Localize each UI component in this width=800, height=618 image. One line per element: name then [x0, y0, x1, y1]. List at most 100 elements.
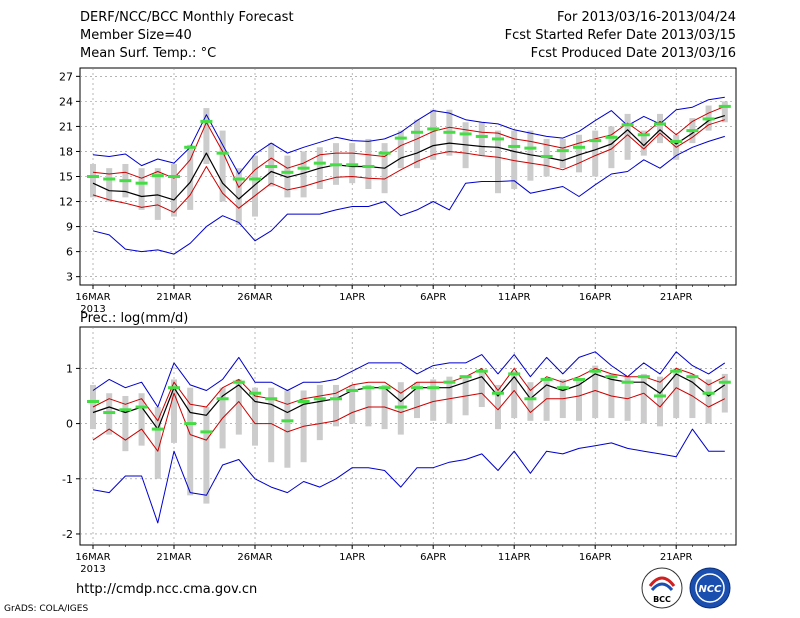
temp-series-q25-line: [92, 119, 725, 213]
temp-spread-bar: [592, 130, 599, 177]
prec-spread-bar: [122, 395, 129, 452]
temp-median-marker: [362, 164, 375, 168]
temp-spread-bar: [187, 144, 194, 210]
temp-median-marker: [443, 130, 456, 134]
ncc-logo-label: NCC: [698, 584, 722, 595]
temp-y-tick-label: 3: [66, 271, 73, 284]
temp-series-min-line: [92, 96, 725, 175]
prec-spread-bar: [268, 387, 275, 463]
prec-spread-bar: [430, 379, 437, 421]
forecast-title: DERF/NCC/BCC Monthly Forecast: [80, 10, 294, 25]
temp-y-tick-label: 27: [59, 70, 73, 83]
grads-credit: GrADS: COLA/IGES: [4, 604, 89, 614]
bcc-logo: BCC: [641, 567, 683, 609]
prec-y-tick-label: -2: [62, 528, 73, 541]
prec-median-marker: [459, 375, 472, 379]
temp-median-marker: [378, 151, 391, 155]
prec-median-marker: [492, 391, 504, 395]
temp-x-tick-label: 1APR: [339, 292, 365, 303]
prec-x-tick-label: 21APR: [660, 552, 693, 563]
temp-median-marker: [265, 164, 278, 168]
temp-y-tick-label: 24: [59, 95, 73, 108]
prec-series-mean-line: [92, 373, 726, 430]
prec-median-marker: [670, 369, 683, 373]
prec-median-marker: [637, 375, 650, 379]
prec-spread-bar: [252, 387, 258, 446]
temp-median-marker: [168, 175, 180, 178]
temp-median-marker: [492, 137, 504, 141]
prec-x-tick-label: 6APR: [420, 552, 446, 563]
prec-median-marker: [718, 380, 731, 384]
temp-y-tick-label: 9: [66, 221, 73, 234]
temp-spread-bar: [219, 130, 226, 202]
forecast-period: For 2013/03/16-2013/04/24: [557, 10, 736, 25]
prec-median-marker: [346, 388, 359, 392]
temp-spread-bar: [284, 155, 291, 198]
prec-spread-bar: [138, 393, 145, 446]
prec-x-tick-label: 16APR: [579, 552, 612, 563]
prec-median-marker: [475, 369, 488, 373]
temp-spread-bar: [397, 130, 404, 169]
temp-spread-bar: [608, 126, 615, 169]
prec-spread-bar: [171, 379, 177, 443]
bcc-logo-label: BCC: [653, 595, 671, 604]
temp-spread-bar: [365, 138, 372, 190]
prec-spread-bar: [349, 384, 356, 424]
prec-spread-bar: [673, 368, 680, 419]
prec-median-marker: [427, 386, 440, 390]
prec-median-marker: [297, 400, 310, 404]
ncc-logo: NCC: [689, 567, 731, 609]
temp-series-mean-line: [92, 115, 725, 201]
temp-series-max-line: [92, 135, 725, 255]
prec-median-marker: [702, 391, 715, 395]
temp-median-marker: [394, 136, 407, 140]
prec-spread-bar: [414, 382, 420, 419]
prec-spread-bar: [657, 376, 663, 427]
prec-spread-bar: [187, 387, 194, 496]
prec-spread-bar: [203, 407, 210, 504]
precipitation-panel-title: Prec.: log(mm/d): [80, 311, 188, 326]
temp-spread-bar: [640, 130, 647, 156]
prec-x-tick-label: 16MAR: [75, 552, 110, 563]
temp-spread-bar: [138, 168, 145, 210]
prec-spread-bar: [495, 384, 501, 430]
prec-median-marker: [313, 397, 326, 401]
temp-median-marker: [702, 117, 715, 121]
temp-spread-bar: [721, 101, 728, 123]
prec-median-marker: [87, 400, 99, 404]
temp-median-marker: [524, 146, 537, 150]
temp-spread-bar: [430, 109, 437, 160]
temp-spread-bar: [252, 155, 258, 217]
prec-x-year-label: 2013: [80, 564, 105, 575]
prec-median-marker: [184, 422, 197, 426]
prec-median-marker: [151, 427, 164, 431]
prec-median-marker: [621, 380, 634, 384]
footer-url[interactable]: http://cmdp.ncc.cma.gov.cn: [76, 582, 258, 597]
temp-median-marker: [346, 163, 359, 167]
prec-spread-bar: [154, 407, 161, 479]
temp-spread-bar: [349, 143, 356, 184]
temp-spread-bar: [414, 119, 420, 169]
temp-median-marker: [200, 119, 213, 123]
prec-median-marker: [232, 380, 245, 384]
prec-median-marker: [135, 405, 148, 409]
prec-median-marker: [443, 380, 456, 384]
prec-spread-bar: [90, 384, 96, 430]
temp-median-marker: [637, 133, 650, 137]
temp-spread-bar: [171, 163, 177, 217]
temp-series-q75-line: [92, 105, 725, 188]
temp-median-marker: [313, 161, 326, 165]
prec-spread-bar: [527, 382, 534, 421]
temp-spread-bar: [235, 168, 242, 225]
member-size-label: Member Size=40: [80, 28, 192, 43]
temp-x-tick-label: 6APR: [420, 292, 446, 303]
prec-median-marker: [573, 377, 585, 381]
prec-y-tick-label: -1: [62, 473, 73, 486]
temp-x-tick-label: 16MAR: [75, 292, 110, 303]
prec-median-marker: [686, 375, 699, 379]
temp-median-marker: [249, 177, 261, 181]
temp-y-tick-label: 6: [66, 246, 73, 259]
prec-series-max-line: [92, 351, 726, 408]
temp-x-tick-label: 26MAR: [237, 292, 272, 303]
